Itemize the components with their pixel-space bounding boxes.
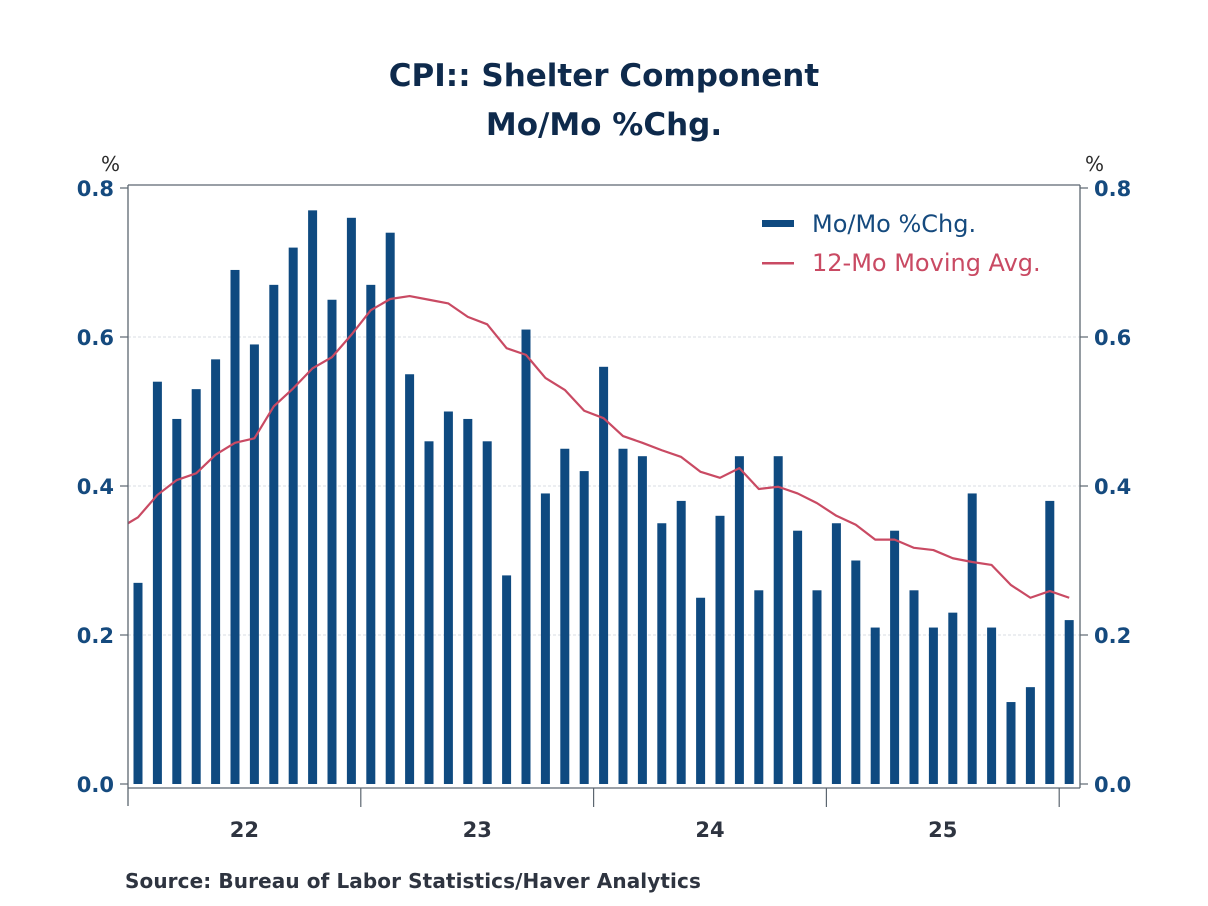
bar xyxy=(812,590,822,784)
y-tick-label-right: 0.6 xyxy=(1094,326,1131,350)
axes: 0.0 0.0 0.2 0.2 0.4 0.4 0.6 0.6 0.8 0.8 22 23 24 25 xyxy=(77,177,1131,842)
bar xyxy=(560,448,570,784)
y-tick-label-right: 0.8 xyxy=(1094,177,1131,201)
x-tick-label: 24 xyxy=(695,818,724,842)
y-tick-label-left: 0.8 xyxy=(77,177,114,201)
bar xyxy=(346,217,356,785)
bar xyxy=(385,232,395,784)
bar xyxy=(618,448,628,784)
legend-label-line: 12-Mo Moving Avg. xyxy=(812,249,1041,277)
bar xyxy=(579,471,589,784)
bar xyxy=(1025,687,1035,784)
y-tick-label-left: 0.2 xyxy=(77,624,114,648)
x-tick-label: 25 xyxy=(928,818,957,842)
x-tick-label: 23 xyxy=(463,818,492,842)
bar xyxy=(249,344,259,784)
bar xyxy=(637,456,647,784)
bar xyxy=(502,575,512,784)
bar xyxy=(909,590,919,784)
bar xyxy=(463,418,473,784)
bar xyxy=(133,582,143,784)
bar xyxy=(773,456,783,784)
bar xyxy=(657,523,667,784)
bar xyxy=(327,299,337,784)
bar xyxy=(948,612,958,784)
legend-swatch-line xyxy=(762,262,794,265)
bar-series xyxy=(133,210,1074,785)
bar xyxy=(366,284,376,784)
chart-title: CPI:: Shelter Component xyxy=(388,58,820,94)
bar xyxy=(696,597,706,784)
legend-swatch-bar xyxy=(762,220,794,227)
bar xyxy=(443,411,453,784)
bar xyxy=(405,374,415,784)
source-note: Source: Bureau of Labor Statistics/Haver… xyxy=(125,869,701,893)
bar xyxy=(482,441,492,784)
bar xyxy=(967,493,977,784)
bar xyxy=(191,389,201,784)
bar xyxy=(754,590,764,784)
bar xyxy=(540,493,550,784)
bar xyxy=(1006,702,1016,784)
bar xyxy=(734,456,744,784)
line-series xyxy=(127,294,1070,599)
left-axis-unit: % xyxy=(101,152,121,176)
legend-label-bar: Mo/Mo %Chg. xyxy=(812,210,976,238)
bar xyxy=(793,530,803,784)
x-tick-label: 22 xyxy=(230,818,259,842)
bar xyxy=(269,284,279,784)
y-tick-label-right: 0.0 xyxy=(1094,773,1131,797)
bar xyxy=(521,329,531,784)
bar xyxy=(1064,620,1074,784)
bar xyxy=(831,523,841,784)
legend: Mo/Mo %Chg. 12-Mo Moving Avg. xyxy=(762,210,1041,277)
bar xyxy=(987,627,997,784)
bar xyxy=(230,269,240,784)
bar xyxy=(308,210,318,785)
y-tick-label-right: 0.4 xyxy=(1094,475,1131,499)
y-tick-label-left: 0.0 xyxy=(77,773,114,797)
chart-subtitle: Mo/Mo %Chg. xyxy=(485,107,723,143)
bar xyxy=(676,500,686,784)
bar xyxy=(172,418,182,784)
y-tick-label-left: 0.6 xyxy=(77,326,114,350)
bar xyxy=(1045,500,1055,784)
bar xyxy=(870,627,880,784)
moving-average-line xyxy=(127,294,1070,599)
bar xyxy=(288,247,298,785)
bar xyxy=(851,560,861,784)
bar xyxy=(715,515,725,784)
bar xyxy=(424,441,434,784)
bar xyxy=(890,530,900,784)
bar xyxy=(152,381,162,784)
right-axis-unit: % xyxy=(1085,152,1105,176)
bar xyxy=(928,627,938,784)
y-tick-label-right: 0.2 xyxy=(1094,624,1131,648)
bar xyxy=(599,366,609,784)
bar xyxy=(211,359,221,784)
y-tick-label-left: 0.4 xyxy=(77,475,114,499)
